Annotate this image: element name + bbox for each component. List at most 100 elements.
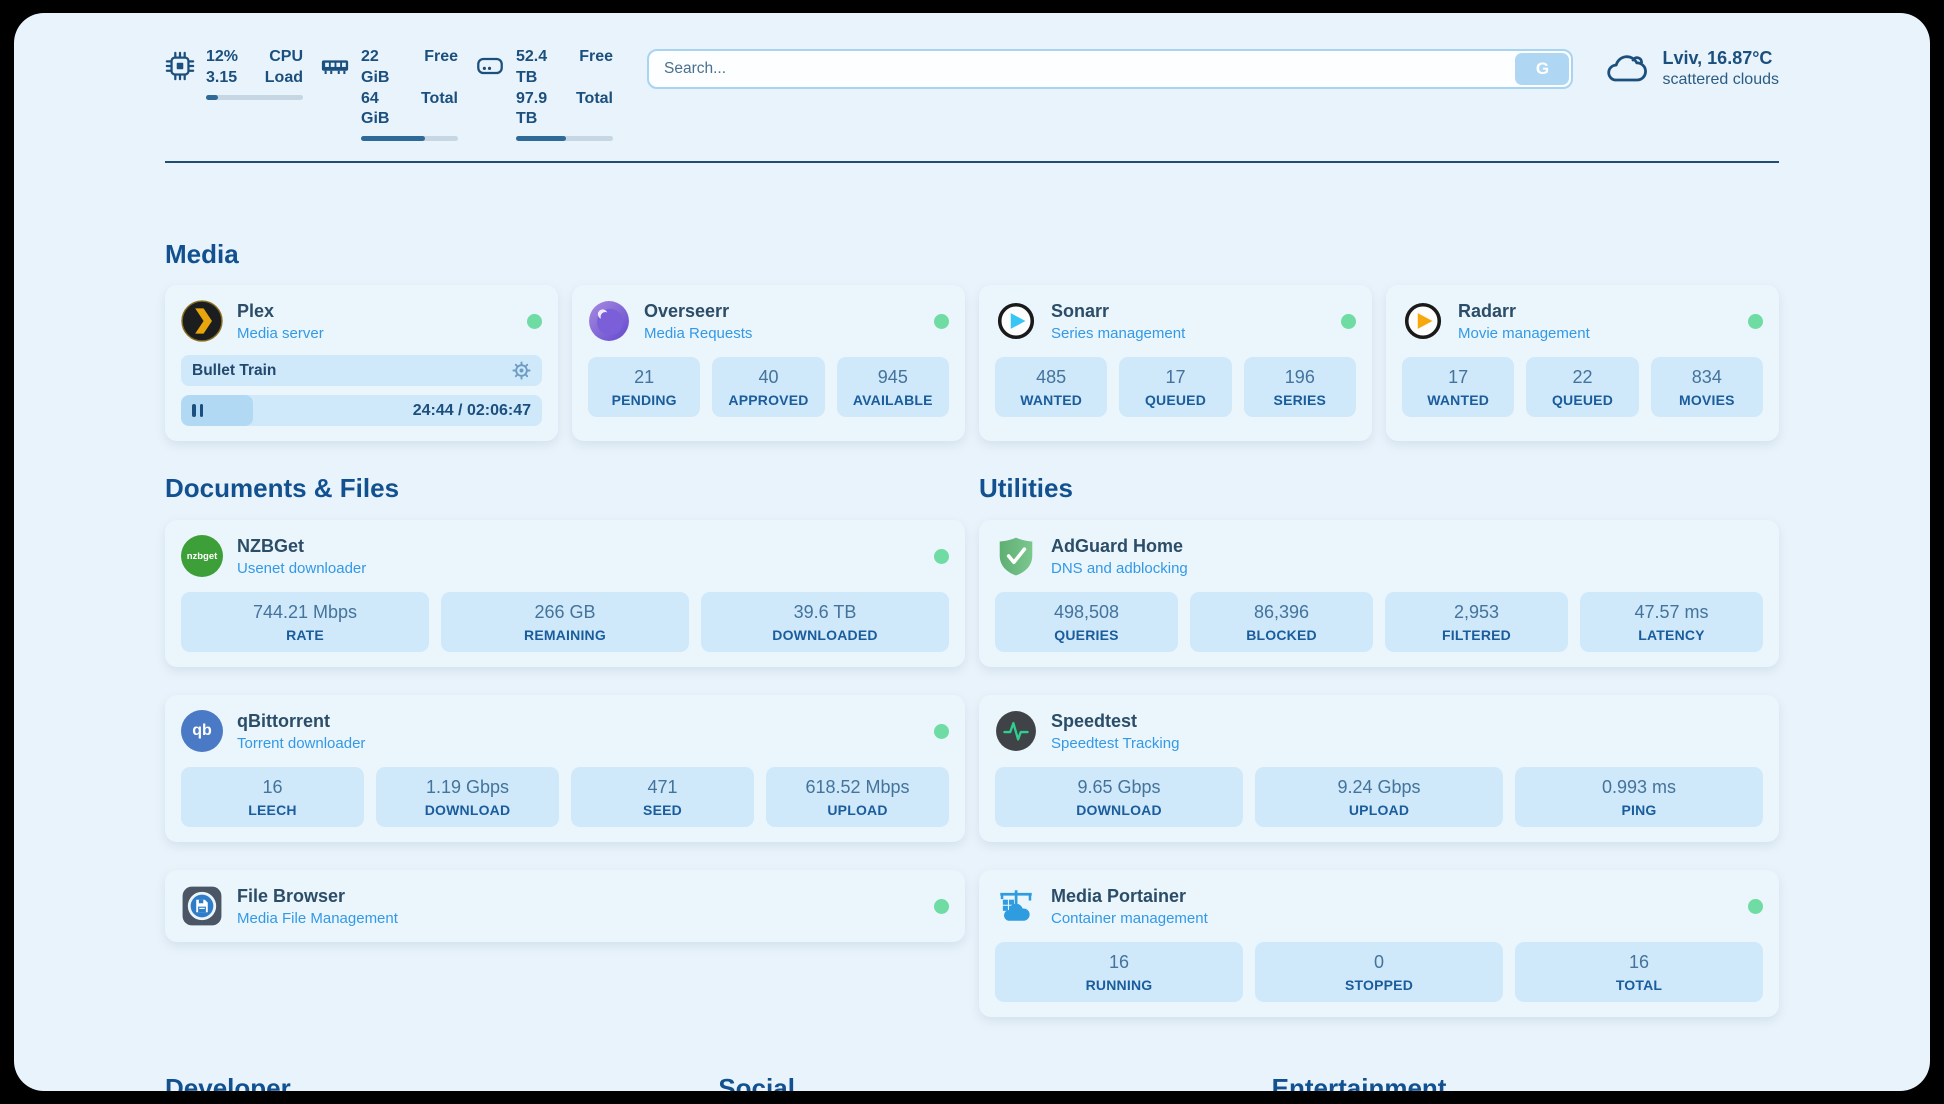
disk-total-value: 97.9 TB (516, 89, 548, 128)
ram-total-label: Total (420, 89, 458, 107)
service-card-radarr[interactable]: Radarr Movie management 17 WANTED 22 QUE… (1386, 285, 1779, 442)
radarr-logo-icon (1402, 300, 1444, 342)
service-card-nzbget[interactable]: nzbget NZBGet Usenet downloader 744.21 M… (165, 520, 965, 668)
cloud-icon (1603, 51, 1649, 87)
service-subtitle: Movie management (1458, 324, 1590, 342)
search-input[interactable] (649, 60, 1572, 78)
service-card-sonarr[interactable]: Sonarr Series management 485 WANTED 17 Q… (979, 285, 1372, 442)
ram-stat-group: 22 GiB Free 64 GiB Total (320, 47, 458, 142)
ram-total-value: 64 GiB (361, 89, 390, 128)
cpu-load-label: Load (264, 68, 303, 86)
service-name: NZBGet (237, 535, 304, 556)
disk-icon (475, 51, 505, 81)
stat-box: 196 SERIES (1243, 357, 1356, 418)
service-subtitle: Series management (1051, 324, 1186, 342)
service-name: qBittorrent (237, 710, 330, 731)
status-dot (1748, 313, 1763, 329)
service-card-plex[interactable]: Plex Media server Bullet Train (165, 285, 558, 442)
adguard-logo-icon (995, 535, 1037, 577)
disk-total-label: Total (575, 89, 613, 107)
stat-box: 16 TOTAL (1515, 942, 1763, 1003)
stat-box: 21 PENDING (588, 357, 701, 418)
header-divider (165, 161, 1779, 164)
service-card-filebrowser[interactable]: File Browser Media File Management (165, 870, 965, 943)
service-name: Overseerr (644, 300, 730, 321)
weather-location-temp: Lviv, 16.87°C (1662, 48, 1773, 68)
stat-box: 471 SEED (571, 767, 754, 828)
status-dot (934, 548, 949, 564)
section-title-media: Media (165, 239, 239, 270)
service-name: Media Portainer (1051, 885, 1187, 906)
dashboard-panel: 12% CPU 3.15 Load (14, 13, 1930, 1091)
disk-free-value: 52.4 TB (516, 48, 548, 86)
sonarr-logo-icon (995, 300, 1037, 342)
service-name: Plex (237, 300, 275, 321)
stat-box: 22 QUEUED (1526, 357, 1639, 418)
qbittorrent-logo-icon: qb (181, 710, 223, 753)
stat-box: 9.24 Gbps UPLOAD (1255, 767, 1503, 828)
cpu-chip-icon (165, 51, 195, 81)
stat-box: 1.19 Gbps DOWNLOAD (376, 767, 559, 828)
cpu-label: CPU (269, 48, 303, 65)
stat-box: 86,396 BLOCKED (1190, 592, 1373, 653)
section-title-developer: Developer (165, 1073, 291, 1091)
disk-progress-bar (516, 136, 613, 142)
overseerr-logo-icon (588, 300, 630, 342)
nzbget-logo-icon: nzbget (181, 535, 223, 578)
status-dot (1341, 313, 1356, 329)
stat-box: 945 AVAILABLE (836, 357, 949, 418)
status-dot (934, 313, 949, 329)
stat-box: 498,508 QUERIES (995, 592, 1178, 653)
now-playing-title: Bullet Train (192, 361, 277, 379)
service-name: File Browser (237, 885, 346, 906)
status-dot (934, 723, 949, 739)
service-subtitle: Media File Management (237, 909, 398, 927)
service-subtitle: Speedtest Tracking (1051, 734, 1180, 752)
service-card-overseerr[interactable]: Overseerr Media Requests 21 PENDING 40 A… (572, 285, 965, 442)
service-card-speedtest[interactable]: Speedtest Speedtest Tracking 9.65 Gbps D… (979, 695, 1779, 843)
status-dot (527, 313, 542, 329)
stat-box: 2,953 FILTERED (1385, 592, 1568, 653)
stat-box: 47.57 ms LATENCY (1580, 592, 1763, 653)
service-card-adguard[interactable]: AdGuard Home DNS and adblocking 498,508 … (979, 520, 1779, 668)
service-name: Speedtest (1051, 710, 1138, 731)
section-title-entertainment: Entertainment (1271, 1073, 1447, 1091)
ram-free-value: 22 GiB (361, 48, 390, 86)
plex-logo-icon (181, 300, 223, 342)
stat-box: 16 LEECH (181, 767, 364, 828)
service-card-portainer[interactable]: Media Portainer Container management 16 … (979, 870, 1779, 1018)
section-title-documents: Documents & Files (165, 473, 400, 504)
service-subtitle: DNS and adblocking (1051, 559, 1188, 577)
cpu-load-value: 3.15 (206, 68, 238, 86)
search-bar[interactable]: G (647, 49, 1574, 89)
status-dot (1748, 898, 1763, 914)
stat-box: 39.6 TB DOWNLOADED (701, 592, 949, 653)
cpu-usage-value: 12% (206, 48, 239, 65)
service-subtitle: Torrent downloader (237, 734, 366, 752)
service-name: Sonarr (1051, 300, 1110, 321)
stat-box: 9.65 Gbps DOWNLOAD (995, 767, 1243, 828)
service-subtitle: Media server (237, 324, 324, 342)
documents-column: Documents & Files nzbget NZBGet Usenet d… (165, 473, 965, 1017)
utilities-column: Utilities AdGuard Home (979, 473, 1779, 1018)
header: 12% CPU 3.15 Load (165, 47, 1779, 142)
filebrowser-logo-icon (181, 885, 223, 927)
service-card-qbittorrent[interactable]: qb qBittorrent Torrent downloader 16 LEE… (165, 695, 965, 843)
section-title-utilities: Utilities (979, 473, 1073, 504)
stat-box: 16 RUNNING (995, 942, 1243, 1003)
section-title-social: Social (718, 1073, 795, 1091)
media-grid: Plex Media server Bullet Train (165, 285, 1779, 442)
social-bookmarks: Social LI LinkedIn linkedin.com TW Twitt… (718, 1073, 1225, 1091)
disk-free-label: Free (579, 48, 613, 65)
stat-box: 266 GB REMAINING (441, 592, 689, 653)
developer-bookmarks: Developer GH Github github.com SO StackO… (165, 1073, 672, 1091)
cpu-stat-group: 12% CPU 3.15 Load (165, 47, 303, 100)
stat-box: 618.52 Mbps UPLOAD (766, 767, 949, 828)
search-engine-button[interactable]: G (1515, 53, 1570, 85)
stat-box: 834 MOVIES (1650, 357, 1763, 418)
portainer-logo-icon (995, 885, 1037, 927)
service-subtitle: Media Requests (644, 324, 753, 342)
gear-icon[interactable] (512, 361, 531, 380)
ram-progress-bar (361, 136, 458, 142)
stat-box: 485 WANTED (995, 357, 1108, 418)
